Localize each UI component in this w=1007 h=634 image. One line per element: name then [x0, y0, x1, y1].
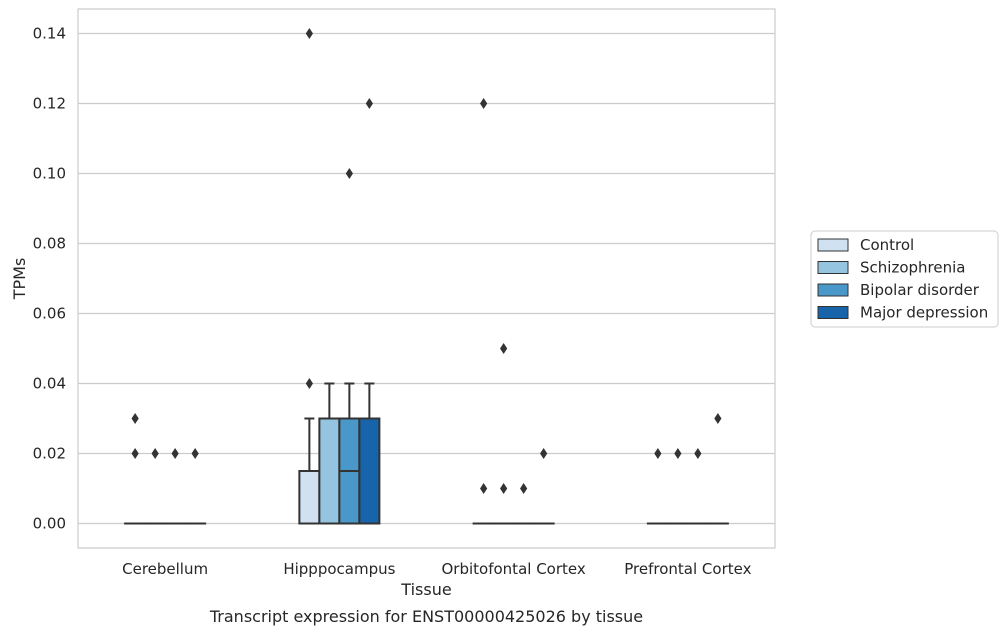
- outlier-point: [480, 483, 488, 494]
- y-tick-label: 0.12: [33, 95, 66, 113]
- box-control: [124, 413, 147, 525]
- box-body: [298, 470, 321, 525]
- outlier-point: [171, 448, 179, 459]
- box-major-depression: [184, 448, 207, 525]
- y-tick-label: 0.02: [33, 445, 66, 463]
- outlier-point: [191, 448, 199, 459]
- outlier-point: [131, 413, 139, 424]
- legend-swatch: [817, 306, 849, 319]
- box-schizophrenia: [666, 448, 689, 525]
- y-tick-label: 0.04: [33, 375, 66, 393]
- legend-swatch: [817, 261, 849, 274]
- legend-label: Bipolar disorder: [860, 281, 980, 299]
- outlier-point: [480, 98, 488, 109]
- box-bipolar-disorder: [164, 448, 187, 525]
- outlier-point: [305, 378, 313, 389]
- y-axis: 0.00 0.02 0.04 0.06 0.08 0.10 0.12 0.14: [33, 25, 66, 533]
- outlier-point: [520, 483, 528, 494]
- outlier-point: [694, 448, 702, 459]
- outlier-point: [674, 448, 682, 459]
- y-axis-label: TPMs: [10, 258, 29, 301]
- outlier-point: [365, 98, 373, 109]
- box-bipolar-disorder: [686, 448, 709, 525]
- box-bipolar-disorder: [338, 168, 361, 525]
- box-control: [646, 448, 669, 525]
- x-axis-label: Tissue: [400, 580, 451, 599]
- box-schizophrenia: [492, 343, 515, 525]
- x-tick-label: Prefrontal Cortex: [624, 560, 751, 578]
- y-tick-label: 0.00: [33, 515, 66, 533]
- y-tick-label: 0.10: [33, 165, 66, 183]
- y-tick-label: 0.06: [33, 305, 66, 323]
- outlier-point: [345, 168, 353, 179]
- box-major-depression: [358, 98, 381, 525]
- legend-label: Major depression: [860, 304, 988, 322]
- box-bipolar-disorder: [512, 483, 535, 525]
- outlier-point: [305, 28, 313, 39]
- box-schizophrenia: [318, 382, 341, 525]
- outlier-point: [540, 448, 548, 459]
- legend-label: Schizophrenia: [860, 259, 965, 277]
- x-axis: Cerebellum Hipppocampus Orbitofontal Corte…: [122, 560, 751, 578]
- box-control: [298, 28, 321, 525]
- outlier-point: [654, 448, 662, 459]
- legend: Control Schizophrenia Bipolar disorder Majo…: [810, 230, 999, 328]
- x-tick-label: Orbitofontal Cortex: [442, 560, 586, 578]
- box-control: [472, 98, 495, 525]
- box-schizophrenia: [144, 448, 167, 525]
- chart-title: Transcript expression for ENST0000042502…: [209, 607, 643, 626]
- x-tick-label: Hipppocampus: [283, 560, 395, 578]
- y-tick-label: 0.14: [33, 25, 66, 43]
- box-body: [358, 417, 381, 525]
- box-body: [318, 417, 341, 525]
- outlier-point: [500, 483, 508, 494]
- outlier-point: [714, 413, 722, 424]
- y-tick-label: 0.08: [33, 235, 66, 253]
- outlier-point: [500, 343, 508, 354]
- legend-swatch: [817, 238, 849, 252]
- outlier-point: [151, 448, 159, 459]
- grid-lines: [78, 32, 775, 525]
- outlier-point: [131, 448, 139, 459]
- legend-swatch: [817, 283, 849, 297]
- x-tick-label: Cerebellum: [122, 560, 208, 578]
- legend-label: Control: [860, 236, 914, 254]
- box-series: [124, 28, 729, 525]
- box-major-depression: [532, 448, 555, 525]
- legend-frame: [810, 230, 999, 328]
- box-major-depression: [706, 413, 729, 525]
- plot-area: [77, 8, 776, 549]
